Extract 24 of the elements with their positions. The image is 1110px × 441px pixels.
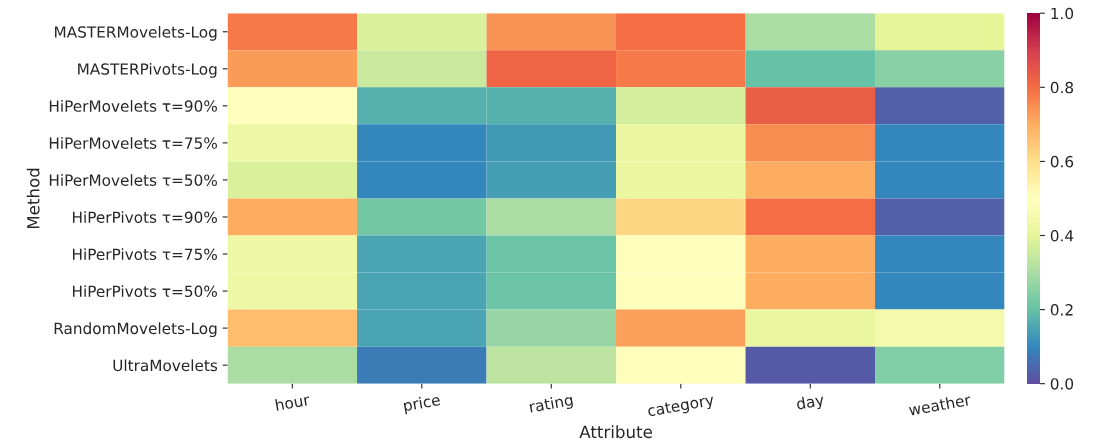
y-tick-label: HiPerMovelets τ=50% <box>49 174 217 186</box>
x-tick-label: price <box>403 393 441 415</box>
y-tick-label: RandomMovelets-Log <box>54 322 217 338</box>
color-bar-label: 1.0 <box>1051 7 1074 20</box>
y-tick-label: HiPerPivots τ=90% <box>72 211 217 223</box>
y-tick-label: HiPerPivots τ=75% <box>72 248 217 261</box>
color-bar-label: 0.6 <box>1050 155 1074 168</box>
x-tick-label: rating <box>529 393 574 416</box>
color-bar-label: 0.2 <box>1050 304 1073 316</box>
y-tick-label: MASTERMovelets-Log <box>55 25 217 41</box>
y-tick-label: HiPerMovelets τ=75% <box>49 137 217 149</box>
x-tick-label: weather <box>908 393 972 416</box>
color-bar-label: 0.4 <box>1050 229 1074 242</box>
y-tick-label: HiPerPivots τ=50% <box>72 285 217 298</box>
y-tick-label: HiPerMovelets τ=90% <box>49 100 217 112</box>
y-tick-label: MASTERPivots-Log <box>78 62 217 78</box>
x-tick-label: hour <box>275 393 311 411</box>
x-tick-label: category <box>647 394 715 420</box>
color-bar-label: 0.8 <box>1050 81 1074 94</box>
x-axis-title: Attribute <box>579 425 652 439</box>
x-tick-label: day <box>796 393 825 413</box>
y-axis-title: Method <box>26 168 40 229</box>
color-bar-label: 0.0 <box>1050 378 1074 390</box>
y-tick-label: UltraMovelets <box>113 359 218 372</box>
